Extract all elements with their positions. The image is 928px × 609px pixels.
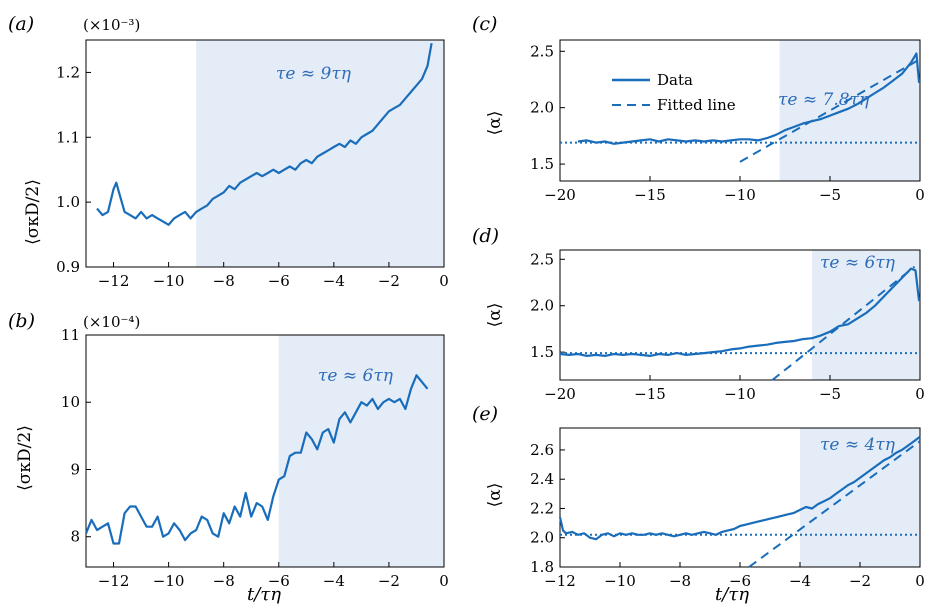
panel-c-ytick-label: 1.5 [530,155,554,173]
panel-b-xtick-label: −2 [378,572,400,590]
panel-b-xtick-label: −8 [213,572,235,590]
panel-e-xtick-label: 0 [915,572,925,590]
panel-d-shaded-region [812,250,920,380]
panel-d-data-line [559,267,921,357]
panel-a-data-line [96,43,433,226]
panel-e-label: (e) [472,403,498,425]
panel-c-fitted-line [739,58,921,163]
legend-fitted-label: Fitted line [657,96,736,114]
panel-e-ytick-label: 2.2 [530,499,554,517]
panel-b-xlabel: t/τη [247,584,281,605]
panel-a-multiplier: (×10⁻³) [83,16,140,34]
panel-c-xtick-label: −10 [724,186,756,204]
panel-a-xtick-label: −2 [378,272,400,290]
panel-c-ytick-label: 2.0 [530,99,554,117]
panel-e-ylabel: ⟨α⟩ [485,483,505,508]
panel-a-annotation: τe ≈ 9τη [276,64,352,84]
panel-d-xtick-label: −10 [724,385,756,403]
panel-a-xtick-label: 0 [439,272,449,290]
panel-d-xtick-label: −5 [819,385,841,403]
panel-b-label: (b) [8,310,35,332]
panel-a-shaded-region [196,40,444,267]
panel-b-annotation: τe ≈ 6τη [318,366,394,386]
panel-a-ytick-label: 0.9 [56,258,80,276]
panel-a-ylabel: ⟨σκD/2⟩ [23,179,43,245]
panel-b-axes-frame [85,334,445,568]
panel-d-fitted-line [771,265,916,381]
panel-c-xtick-label: −5 [819,186,841,204]
panel-e-xlabel: t/τη [715,584,749,605]
panel-a-ytick-label: 1.2 [56,63,80,81]
panel-b-ytick-label: 10 [61,393,80,411]
panel-b-data-line [84,374,429,545]
panel-e: (e) ⟨α⟩ τe ≈ 4τη t/τη −12 −10 −8 −6 −4 −2 0 1.8… [472,403,925,605]
panel-a-xtick-label: −8 [213,272,235,290]
panel-a-ytick-label: 1.0 [56,193,80,211]
panel-b-multiplier: (×10⁻⁴) [83,313,140,331]
panel-e-ytick-label: 2.6 [530,441,554,459]
panel-c-annotation: τe ≈ 7.8τη [778,90,870,110]
panel-e-fitted-line [748,440,921,568]
panel-a-label: (a) [8,13,34,35]
panel-c-ylabel: ⟨α⟩ [485,111,505,136]
legend-data-label: Data [657,71,693,89]
panel-b-xtick-label: −12 [98,572,130,590]
panel-e-xtick-label: −4 [789,572,811,590]
panel-a-xtick-label: −6 [268,272,290,290]
panel-a-xtick-label: −4 [323,272,345,290]
panel-d-ytick-label: 1.5 [530,343,554,361]
panel-e-ytick-label: 1.8 [530,558,554,576]
panel-e-xtick-label: −10 [604,572,636,590]
panel-e-ytick-label: 2.4 [530,470,554,488]
panel-b-shaded-region [278,335,444,567]
panel-d-xtick-label: −20 [544,385,576,403]
panel-c-xtick-label: 0 [915,186,925,204]
panel-d-xtick-label: 0 [915,385,925,403]
panel-c-xtick-label: −20 [544,186,576,204]
panel-a-xtick-label: −10 [153,272,185,290]
panel-e-data-line [558,435,921,541]
panel-a: (a) (×10⁻³) ⟨σκD/2⟩ τe ≈ 9τη −12 −10 −8 −6 −… [8,13,449,290]
panel-b: (b) (×10⁻⁴) ⟨σκD/2⟩ τe ≈ 6τη t/τη −12 −10… [8,310,449,605]
panel-c-label: (c) [472,13,497,35]
panel-a-xtick-label: −12 [98,272,130,290]
panel-b-ytick-label: 8 [70,528,80,546]
panel-b-xtick-label: −4 [323,572,345,590]
panel-c-xtick-label: −15 [634,186,666,204]
panel-b-xtick-label: −6 [268,572,290,590]
panel-c-ytick-label: 2.5 [530,42,554,60]
panel-c: (c) ⟨α⟩ τe ≈ 7.8τη Data Fitted line −20 −… [472,13,925,204]
panel-b-ylabel: ⟨σκD/2⟩ [15,425,35,491]
panel-d-ytick-label: 2.0 [530,297,554,315]
panel-d-xtick-label: −15 [634,385,666,403]
panel-d-annotation: τe ≈ 6τη [820,253,896,273]
panel-e-ytick-label: 2.0 [530,529,554,547]
panel-e-xtick-label: −12 [544,572,576,590]
panel-d-ylabel: ⟨α⟩ [485,303,505,328]
panel-d: (d) ⟨α⟩ τe ≈ 6τη −20 −15 −10 −5 0 1.5 2.0 2.5 [472,225,925,403]
panel-e-xtick-label: −6 [729,572,751,590]
panel-c-shaded-region [779,40,920,181]
panel-b-ytick-label: 9 [70,460,80,478]
panel-c-data-line [577,52,921,145]
panel-a-ytick-label: 1.1 [56,128,80,146]
panel-e-annotation: τe ≈ 4τη [820,435,896,455]
panel-d-label: (d) [472,225,499,247]
panel-b-ytick-label: 11 [61,326,80,344]
panel-d-ytick-label: 2.5 [530,250,554,268]
panel-b-xtick-label: −10 [153,572,185,590]
panel-a-axes-frame [85,39,445,268]
panel-b-xtick-label: 0 [439,572,449,590]
panel-e-xtick-label: −8 [669,572,691,590]
panel-e-xtick-label: −2 [849,572,871,590]
